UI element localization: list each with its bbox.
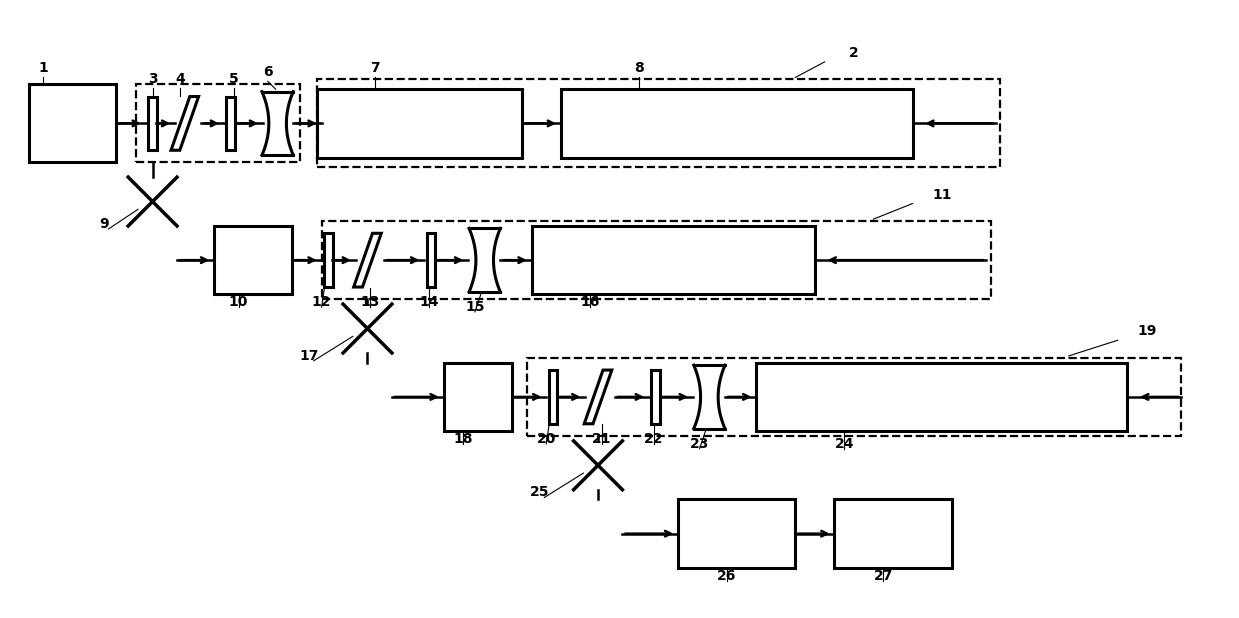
Text: 25: 25 [529,486,549,499]
Text: 5: 5 [229,72,239,87]
Text: 11: 11 [932,187,952,201]
Text: 19: 19 [1137,324,1157,338]
Bar [149,96,157,150]
Bar [28,84,116,163]
Polygon shape [353,233,382,287]
Text: 17: 17 [299,349,318,363]
Text: 22: 22 [644,432,663,446]
Text: 4: 4 [175,72,185,87]
Text: 27: 27 [873,569,893,583]
Text: 8: 8 [634,61,644,75]
Bar [214,226,292,294]
Text: 12: 12 [312,295,331,309]
Text: 6: 6 [263,66,273,80]
Bar [527,358,1181,436]
Text: 1: 1 [38,61,48,75]
Text: 9: 9 [99,217,109,231]
Polygon shape [585,370,612,424]
Bar [136,84,300,163]
Bar [549,370,558,424]
Text: 16: 16 [581,295,600,309]
Text: 2: 2 [849,46,859,60]
Bar [426,233,435,287]
Bar [561,89,913,158]
Text: 24: 24 [834,437,854,451]
Text: 26: 26 [717,569,737,583]
Bar [317,80,1000,167]
Text: 21: 21 [592,432,612,446]
Text: 3: 3 [147,72,157,87]
Text: 18: 18 [453,432,473,446]
Text: 7: 7 [370,61,380,75]
Bar [834,499,952,568]
Text: 14: 14 [419,295,439,309]
Text: 20: 20 [536,432,556,446]
Text: 10: 10 [229,295,248,309]
Text: 23: 23 [690,437,709,451]
Bar [756,363,1127,431]
Bar [678,499,795,568]
Text: 15: 15 [465,300,484,314]
Bar [317,89,522,158]
Bar [444,363,512,431]
Bar [322,221,991,299]
Text: 13: 13 [361,295,380,309]
Polygon shape [171,96,198,150]
Bar [325,233,333,287]
Bar [652,370,660,424]
Bar [532,226,815,294]
Bar [227,96,235,150]
